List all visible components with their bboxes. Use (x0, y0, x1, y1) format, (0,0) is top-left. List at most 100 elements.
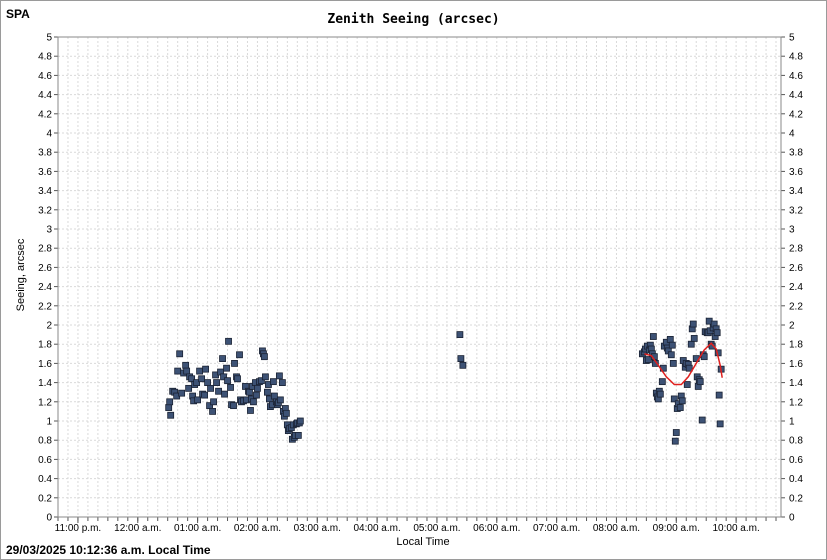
data-point (666, 335, 674, 343)
plot-area-border (57, 36, 782, 518)
data-point (174, 367, 182, 375)
data-point (236, 351, 243, 359)
x-tick-label: 06:00 a.m. (473, 523, 520, 534)
x-tick-label: 03:00 a.m. (294, 523, 341, 534)
data-point (225, 337, 232, 345)
data-point (176, 350, 184, 358)
data-point (275, 372, 283, 380)
data-point (459, 361, 467, 369)
data-point (183, 367, 191, 375)
y-tick-label: 4.6 (38, 71, 52, 82)
data-point (246, 388, 253, 396)
data-point (271, 392, 278, 400)
data-point (715, 391, 723, 399)
y-tick-label-right: 1.8 (789, 340, 803, 351)
data-point (165, 404, 173, 411)
y-tick-label-right: 5 (789, 33, 795, 44)
data-point (221, 390, 228, 398)
x-tick-label: 12:00 a.m. (114, 523, 161, 534)
data-point (278, 379, 286, 387)
data-point (213, 379, 220, 387)
y-tick-label-right: 4 (789, 129, 795, 140)
data-point (713, 329, 721, 337)
data-point (166, 398, 174, 406)
y-tick-label-right: 1.6 (789, 359, 803, 370)
site-label: SPA (6, 7, 30, 21)
y-tick-label-right: 0.8 (789, 436, 803, 447)
y-tick-label: 1.2 (38, 397, 52, 408)
y-tick-label: 2.8 (38, 244, 52, 255)
y-tick-label: 1.8 (38, 340, 52, 351)
y-tick-label-right: 2 (789, 321, 795, 332)
data-point (456, 331, 464, 339)
y-tick-label-right: 2.4 (789, 282, 803, 293)
y-tick-label-right: 3.8 (789, 148, 803, 159)
y-tick-label: 4.8 (38, 52, 52, 63)
x-axis-label: Local Time (396, 536, 450, 548)
x-tick-label: 01:00 a.m. (174, 523, 221, 534)
y-tick-label: 2 (46, 321, 52, 332)
y-tick-label-right: 3.2 (789, 205, 803, 216)
x-tick-label: 04:00 a.m. (353, 523, 400, 534)
y-tick-label-right: 0.6 (789, 455, 803, 466)
data-point (676, 404, 684, 411)
data-point (250, 398, 257, 406)
data-point (247, 407, 254, 414)
y-tick-label: 0.2 (38, 493, 52, 504)
y-tick-label-right: 3 (789, 225, 795, 236)
data-point (658, 378, 666, 386)
y-tick-label-right: 1.2 (789, 397, 803, 408)
x-tick-label: 08:00 a.m. (593, 523, 640, 534)
y-tick-label: 1.4 (38, 378, 52, 389)
data-point (254, 384, 261, 392)
data-point (201, 391, 208, 399)
data-point (270, 378, 277, 386)
data-point (215, 387, 222, 395)
data-point (457, 355, 465, 363)
data-point (253, 391, 260, 399)
footer-timestamp: 29/03/2025 10:12:36 a.m. Local Time (6, 543, 211, 557)
data-point (716, 420, 724, 428)
y-tick-label: 3.2 (38, 205, 52, 216)
data-point (698, 416, 706, 424)
data-point (644, 356, 652, 363)
data-point (667, 351, 675, 359)
chart-title: Zenith Seeing (arcsec) (327, 12, 500, 27)
data-point (678, 397, 686, 405)
y-tick-label-right: 3.4 (789, 186, 803, 197)
y-tick-label: 3.6 (38, 167, 52, 178)
y-tick-label-right: 4.6 (789, 71, 803, 82)
y-tick-label-right: 0 (789, 513, 795, 524)
y-tick-label-right: 0.4 (789, 474, 803, 485)
data-point (220, 373, 227, 381)
y-tick-label: 0.8 (38, 436, 52, 447)
data-point (685, 364, 693, 372)
data-point (689, 320, 697, 328)
data-point (670, 395, 678, 403)
x-tick-label: 05:00 a.m. (413, 523, 460, 534)
y-tick-label-right: 4.4 (789, 90, 803, 101)
y-tick-label: 3 (46, 225, 52, 236)
data-point (261, 353, 268, 361)
data-point (223, 364, 230, 372)
y-tick-label: 0 (46, 513, 52, 524)
data-point (258, 377, 265, 385)
data-point (672, 429, 680, 436)
data-point (227, 383, 234, 391)
data-point (687, 340, 695, 348)
y-tick-label: 2.4 (38, 282, 52, 293)
y-tick-label: 5 (46, 33, 52, 44)
y-tick-label-right: 1 (789, 417, 795, 428)
data-point (690, 335, 698, 342)
x-tick-label: 09:00 a.m. (653, 523, 700, 534)
data-point (196, 367, 204, 375)
data-point (669, 359, 677, 367)
y-tick-label: 2.6 (38, 263, 52, 274)
data-point (264, 388, 271, 396)
data-point (204, 379, 211, 387)
data-point (207, 384, 214, 392)
data-point (262, 373, 269, 381)
data-point (193, 379, 201, 387)
data-point (231, 359, 238, 367)
y-tick-label: 1 (46, 417, 52, 428)
